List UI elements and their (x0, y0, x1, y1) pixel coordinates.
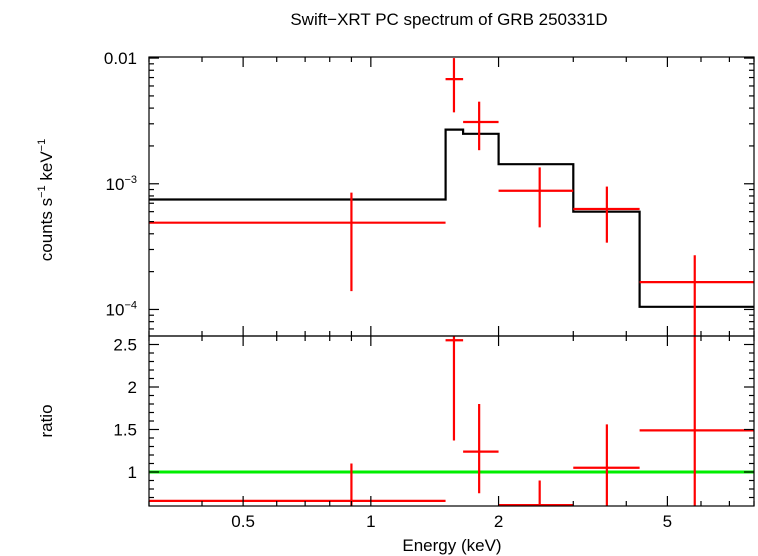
ratio-point-5 (573, 424, 640, 506)
spectrum-x-ticks (148, 57, 755, 336)
spectrum-point-6 (639, 255, 754, 336)
spectrum-y-tick-label: 10−4 (106, 299, 137, 319)
spectrum-point-2 (445, 58, 464, 113)
x-tick-labels: 0.5 1 2 5 (231, 512, 672, 531)
ratio-y-tick-label: 1.5 (113, 421, 137, 440)
x-tick-label: 0.5 (231, 512, 255, 531)
ratio-point-1 (149, 463, 446, 506)
spectrum-panel: 0.01 10−3 10−4 counts s−1 keV−1 (36, 49, 755, 337)
spectrum-point-3 (463, 101, 499, 151)
ratio-data-points (149, 336, 754, 507)
spectrum-y-axis-label: counts s−1 keV−1 (36, 139, 56, 261)
ratio-point-3 (463, 404, 499, 494)
ratio-point-4 (498, 480, 574, 507)
spectrum-y-ticks: 0.01 10−3 10−4 (104, 49, 754, 330)
spectrum-data-points (149, 58, 754, 336)
ratio-y-ticks: 1 1.5 2 2.5 (113, 336, 754, 499)
spectrum-point-1 (149, 192, 446, 292)
ratio-y-tick-label: 1 (128, 463, 137, 482)
x-tick-label: 2 (494, 512, 503, 531)
x-axis-label: Energy (keV) (402, 536, 501, 555)
spectrum-y-tick-label: 0.01 (104, 49, 137, 68)
ratio-point-2 (445, 336, 464, 441)
ratio-y-tick-label: 2 (128, 378, 137, 397)
model-step-path (149, 128, 754, 308)
ratio-point-6 (639, 336, 754, 506)
ratio-y-axis-label: ratio (37, 404, 56, 437)
ratio-x-ticks (148, 336, 755, 506)
spectrum-point-5 (573, 186, 640, 243)
spectrum-point-4 (498, 167, 574, 228)
ratio-y-tick-label: 2.5 (113, 336, 137, 355)
x-tick-label: 1 (366, 512, 375, 531)
spectrum-y-tick-label: 10−3 (106, 174, 137, 194)
spectrum-panel-frame (148, 56, 755, 337)
x-tick-label: 5 (663, 512, 672, 531)
chart-title: Swift−XRT PC spectrum of GRB 250331D (290, 10, 607, 29)
ratio-panel: 1 1.5 2 2.5 ratio (37, 335, 755, 507)
ratio-panel-frame (148, 335, 755, 507)
model-step-line (149, 128, 754, 308)
